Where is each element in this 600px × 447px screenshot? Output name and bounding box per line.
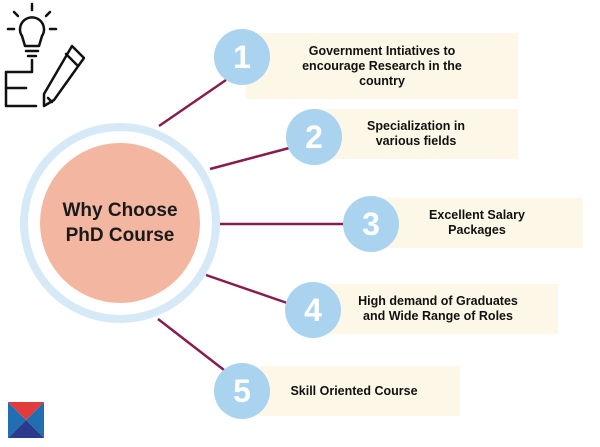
item-3-number: 3 — [343, 196, 399, 252]
item-5-number: 5 — [214, 363, 270, 419]
item-4-number: 4 — [285, 282, 341, 338]
connector-1 — [158, 78, 227, 128]
item-2-card: Specialization in various fields — [314, 109, 518, 159]
item-2-text: Specialization in various fields — [367, 119, 465, 148]
item-1-text: Government Intiatives to encourage Resea… — [302, 43, 462, 88]
item-3-card: Excellent Salary Packages — [371, 198, 583, 248]
item-4-text: High demand of Graduates and Wide Range … — [358, 294, 518, 323]
hub-title-line-1: Why Choose — [62, 200, 178, 221]
connector-2 — [209, 145, 294, 171]
item-4-card: High demand of Graduates and Wide Range … — [318, 284, 558, 334]
item-5-text: Skill Oriented Course — [290, 383, 418, 398]
item-3-text: Excellent Salary Packages — [429, 208, 525, 237]
connector-4 — [205, 273, 294, 307]
connector-5 — [157, 318, 225, 371]
hub-title: Why Choose PhD Course — [45, 198, 195, 248]
item-1-card: Government Intiatives to encourage Resea… — [246, 33, 518, 99]
item-1-number: 1 — [214, 29, 270, 85]
hub-circle: Why Choose PhD Course — [40, 143, 200, 303]
lightbulb-pencil-icon — [4, 2, 86, 108]
item-5-card: Skill Oriented Course — [248, 366, 460, 416]
item-2-number: 2 — [286, 109, 342, 165]
hub-title-line-2: PhD Course — [65, 225, 175, 246]
logo-icon — [8, 402, 44, 438]
